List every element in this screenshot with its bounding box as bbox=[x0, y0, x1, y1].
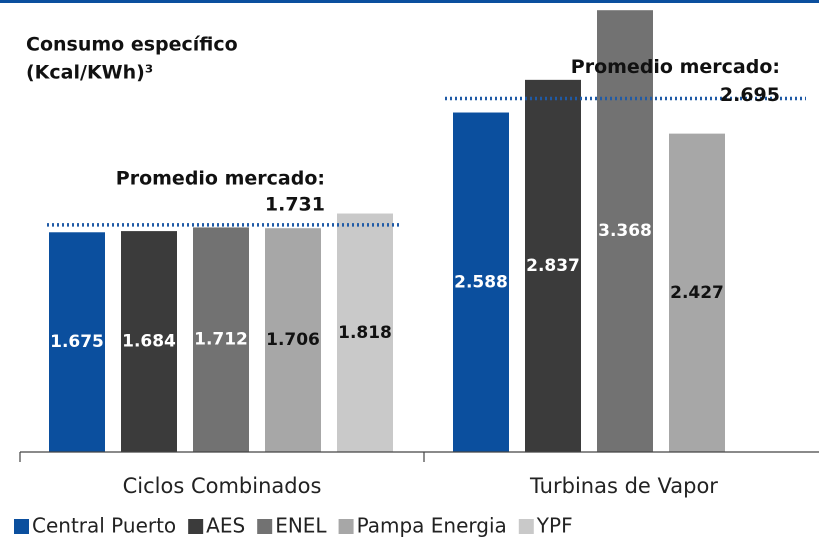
data-label: 2.427 bbox=[670, 283, 724, 303]
bar bbox=[121, 231, 177, 452]
data-label: 3.368 bbox=[598, 221, 652, 241]
data-label: 1.675 bbox=[50, 332, 104, 352]
legend-label: Pampa Energia bbox=[357, 514, 507, 538]
data-label: 1.684 bbox=[122, 332, 176, 352]
legend-label: YPF bbox=[536, 514, 573, 538]
annotation-label: 1.731 bbox=[265, 193, 325, 215]
bar bbox=[49, 232, 105, 452]
data-label: 2.837 bbox=[526, 256, 580, 276]
annotation-text: Promedio mercado: bbox=[116, 167, 325, 189]
legend-swatch bbox=[14, 519, 29, 534]
legend-swatch bbox=[257, 519, 273, 534]
legend-label: ENEL bbox=[275, 514, 327, 538]
bar bbox=[525, 79, 581, 452]
legend-label: AES bbox=[206, 514, 245, 538]
data-label: 1.818 bbox=[338, 323, 392, 343]
annotation-label: 2.695 bbox=[720, 84, 780, 106]
chart-title: Consumo específico bbox=[26, 34, 238, 56]
bar bbox=[337, 213, 393, 452]
legend-label: Central Puerto bbox=[32, 514, 176, 538]
data-label: 1.706 bbox=[266, 330, 320, 350]
bar bbox=[193, 227, 249, 452]
legend-swatch bbox=[338, 519, 354, 534]
chart-title: (Kcal/KWh)³ bbox=[26, 62, 153, 84]
x-tick-label: Ciclos Combinados bbox=[123, 474, 322, 498]
legend-swatch bbox=[188, 519, 204, 534]
data-label: 2.588 bbox=[454, 272, 508, 292]
bar bbox=[453, 112, 509, 453]
bar bbox=[669, 133, 725, 452]
x-tick-label: Turbinas de Vapor bbox=[529, 474, 718, 498]
bar bbox=[265, 228, 321, 452]
annotation-text: Promedio mercado: bbox=[571, 56, 780, 78]
data-label: 1.712 bbox=[194, 330, 248, 350]
legend-swatch bbox=[518, 519, 534, 534]
top-border bbox=[0, 0, 819, 3]
bar bbox=[597, 10, 653, 453]
